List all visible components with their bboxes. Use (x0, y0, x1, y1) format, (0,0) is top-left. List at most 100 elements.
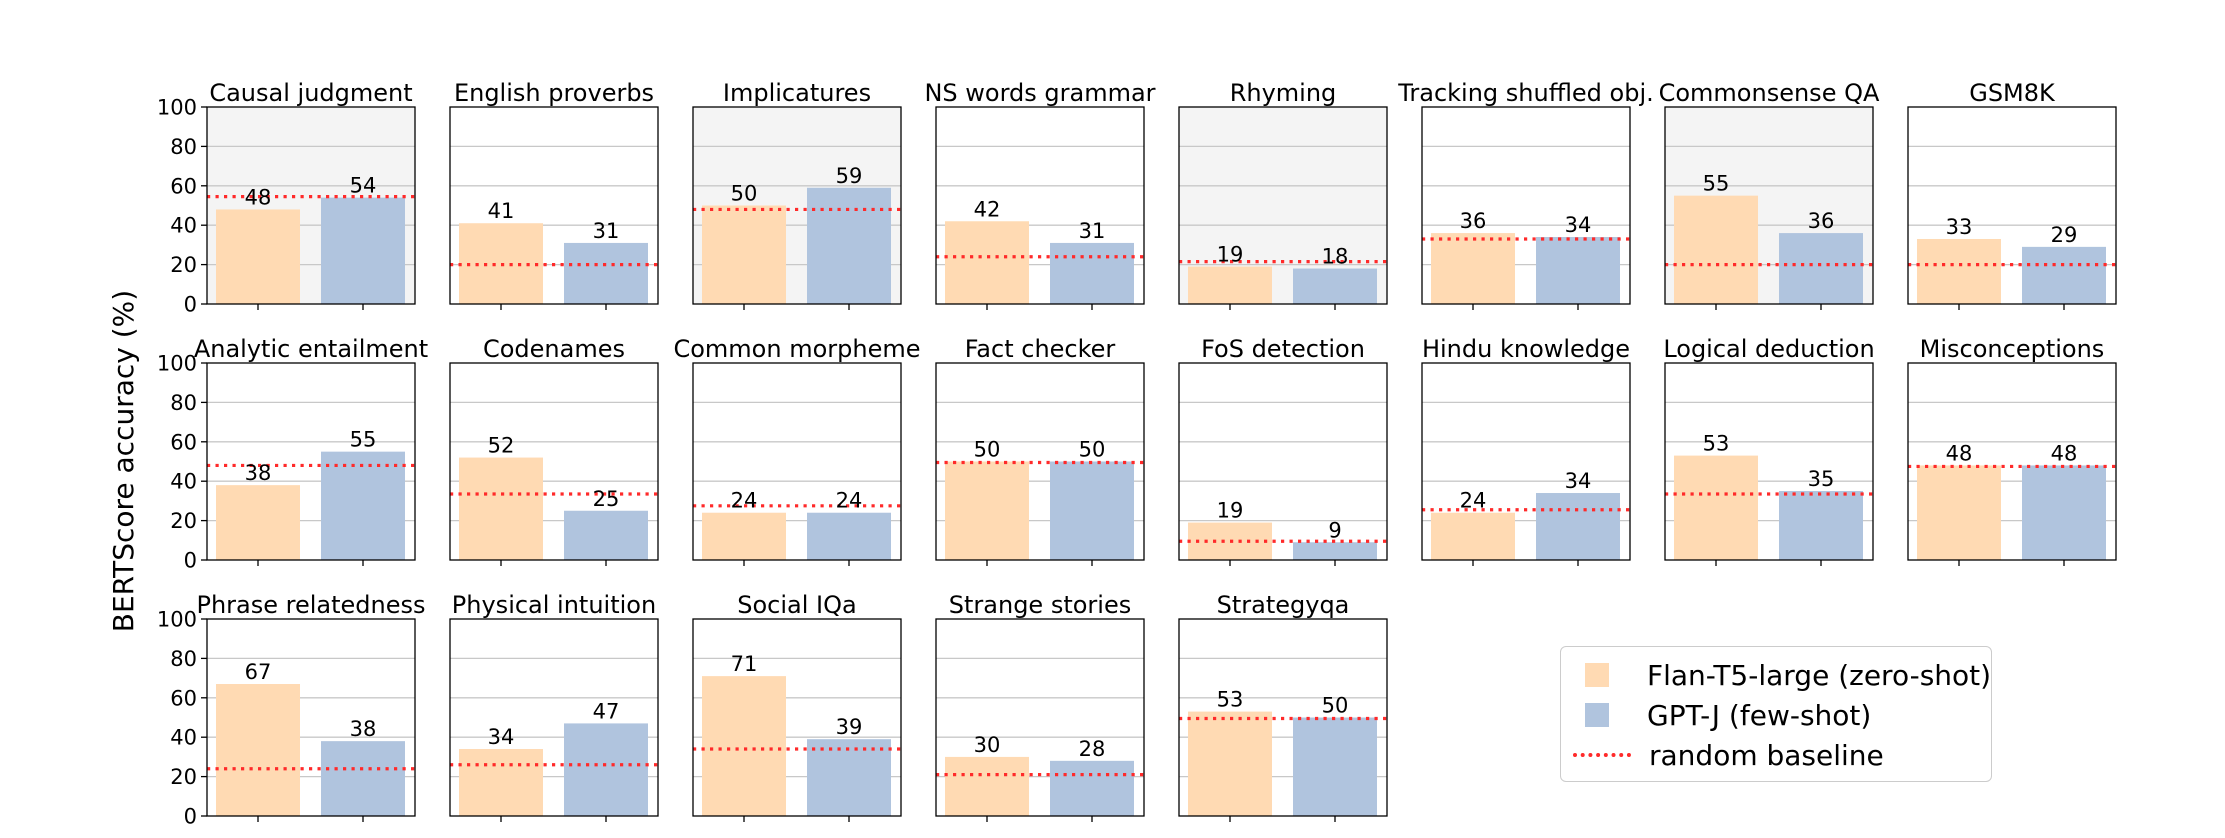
bar-flan (1917, 465, 2001, 560)
data-label-flan: 50 (974, 438, 1001, 462)
data-label-flan: 50 (731, 182, 758, 206)
panel-frame (692, 106, 902, 305)
panel-frame (1421, 106, 1631, 305)
data-label-flan: 24 (731, 489, 758, 513)
data-label-gptj: 47 (593, 699, 620, 723)
y-tick-label: 20 (170, 253, 197, 277)
panel-11: 24 24 Common morpheme (673, 335, 921, 566)
data-label-flan: 34 (488, 725, 515, 749)
y-tick-label: 80 (170, 135, 197, 159)
panel-frame (692, 362, 902, 561)
panel-title: English proverbs (454, 79, 654, 107)
data-label-gptj: 35 (1808, 467, 1835, 491)
panel-frame (1907, 106, 2117, 305)
panel-title: NS words grammar (924, 79, 1155, 107)
bar-gptj (321, 451, 405, 560)
data-label-flan: 42 (974, 197, 1001, 221)
panel-2: 41 31 English proverbs (449, 79, 659, 310)
data-label-flan: 48 (1946, 441, 1973, 465)
bar-gptj (807, 739, 891, 816)
y-tick-label: 100 (157, 352, 197, 376)
bar-gptj (1050, 242, 1134, 304)
panel-frame (1178, 362, 1388, 561)
panel-7: 55 36 Commonsense QA (1659, 79, 1880, 310)
data-label-gptj: 36 (1808, 209, 1835, 233)
bar-gptj (1293, 717, 1377, 816)
data-label-gptj: 31 (593, 219, 620, 243)
bar-gptj (1536, 237, 1620, 304)
data-label-gptj: 24 (836, 489, 863, 513)
bar-flan (459, 457, 543, 560)
panel-frame (935, 362, 1145, 561)
bar-flan (945, 461, 1029, 560)
data-label-flan: 41 (488, 199, 515, 223)
panel-title: Logical deduction (1663, 335, 1874, 363)
legend-label-flan: Flan-T5-large (zero-shot) (1647, 658, 1992, 692)
y-tick-label: 0 (184, 805, 197, 829)
y-tick-label: 40 (170, 214, 197, 238)
panel-title: Social IQa (737, 591, 856, 619)
panel-frame (449, 618, 659, 817)
y-tick-label: 80 (170, 647, 197, 671)
panel-title: Hindu knowledge (1422, 335, 1630, 363)
panel-title: Causal judgment (209, 79, 412, 107)
bar-flan (216, 485, 300, 560)
data-label-gptj: 34 (1565, 213, 1592, 237)
data-label-gptj: 31 (1079, 219, 1106, 243)
data-label-gptj: 50 (1322, 694, 1349, 718)
data-label-gptj: 28 (1079, 737, 1106, 761)
legend-swatch-flan (1585, 663, 1609, 687)
bar-flan (945, 221, 1029, 304)
data-label-flan: 30 (974, 733, 1001, 757)
data-label-flan: 19 (1217, 243, 1244, 267)
panel-1: 48 54 0 20 40 60 80 100 Causal judgment (157, 79, 416, 317)
bar-flan (1674, 455, 1758, 560)
data-label-gptj: 39 (836, 715, 863, 739)
panel-frame (206, 106, 416, 305)
panel-14: 24 34 Hindu knowledge (1421, 335, 1631, 566)
panel-18: 34 47 Physical intuition (449, 591, 659, 822)
panel-frame (935, 618, 1145, 817)
data-label-gptj: 9 (1328, 518, 1341, 542)
y-tick-label: 60 (170, 430, 197, 454)
panel-title: FoS detection (1201, 335, 1365, 363)
y-tick-label: 40 (170, 726, 197, 750)
panel-4: 42 31 NS words grammar (924, 79, 1156, 310)
legend-item-gptj: GPT-J (few-shot) (1575, 697, 1871, 733)
panel-title: Phrase relatedness (196, 591, 425, 619)
panel-8: 33 29 GSM8K (1907, 79, 2117, 310)
panel-title: GSM8K (1969, 79, 2056, 107)
y-axis-label: BERTScore accuracy (%) (107, 290, 140, 632)
panel-title: Analytic entailment (194, 335, 428, 363)
y-tick-label: 80 (170, 391, 197, 415)
data-label-flan: 48 (245, 185, 272, 209)
data-label-gptj: 25 (593, 487, 620, 511)
legend-line-baseline (1573, 753, 1631, 757)
data-label-flan: 19 (1217, 499, 1244, 523)
panel-frame (206, 618, 416, 817)
panel-5: 19 18 Rhyming (1178, 79, 1388, 310)
data-label-gptj: 50 (1079, 438, 1106, 462)
data-label-flan: 55 (1703, 172, 1730, 196)
legend-item-baseline: random baseline (1573, 737, 1884, 773)
bar-gptj (2022, 246, 2106, 304)
data-label-flan: 38 (245, 461, 272, 485)
data-label-gptj: 34 (1565, 469, 1592, 493)
panel-frame (1664, 106, 1874, 305)
bar-flan (1431, 512, 1515, 560)
data-label-flan: 36 (1460, 209, 1487, 233)
bar-gptj (321, 741, 405, 816)
panel-title: Physical intuition (452, 591, 656, 619)
panel-frame (935, 106, 1145, 305)
panel-frame (449, 362, 659, 561)
y-tick-label: 100 (157, 608, 197, 632)
data-label-flan: 67 (245, 660, 272, 684)
panel-frame (206, 362, 416, 561)
data-label-gptj: 48 (2051, 441, 2078, 465)
panel-6: 36 34 Tracking shuffled obj. (1397, 79, 1654, 310)
y-tick-label: 0 (184, 293, 197, 317)
y-tick-label: 60 (170, 686, 197, 710)
